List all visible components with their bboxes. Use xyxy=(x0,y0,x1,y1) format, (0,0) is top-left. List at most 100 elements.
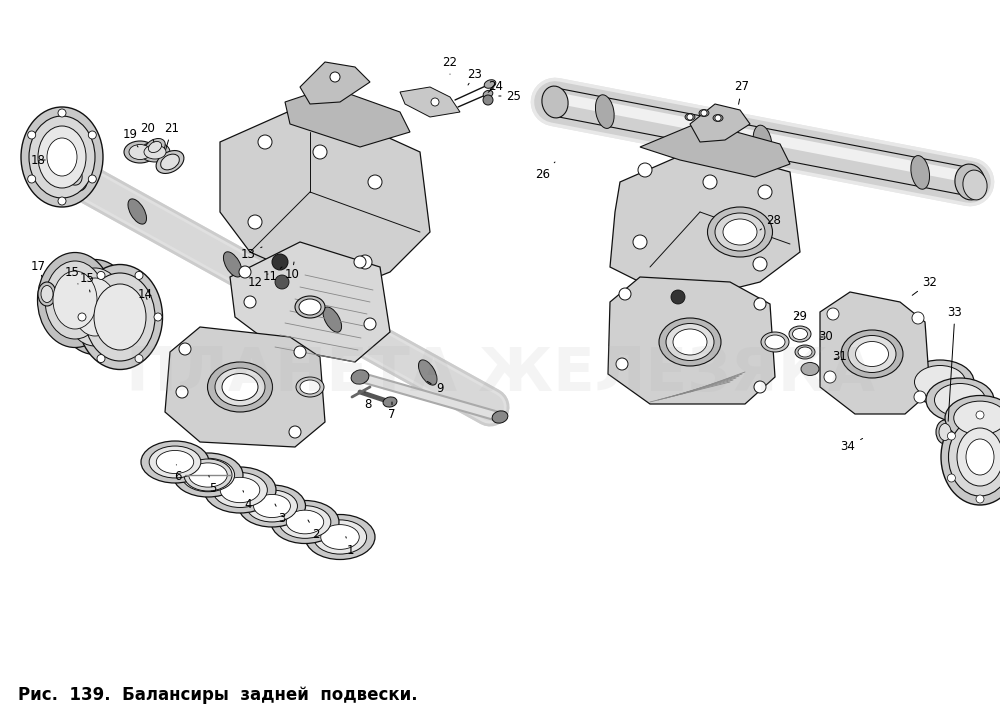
Circle shape xyxy=(671,290,685,304)
Ellipse shape xyxy=(161,154,179,170)
Circle shape xyxy=(687,114,693,120)
Ellipse shape xyxy=(321,525,359,549)
Ellipse shape xyxy=(795,345,815,359)
Polygon shape xyxy=(820,292,930,414)
Text: 6: 6 xyxy=(174,465,182,484)
Ellipse shape xyxy=(85,273,155,361)
Circle shape xyxy=(135,355,143,362)
Polygon shape xyxy=(640,122,790,177)
Ellipse shape xyxy=(295,296,325,318)
Ellipse shape xyxy=(966,439,994,475)
Text: 15: 15 xyxy=(65,266,79,284)
Circle shape xyxy=(275,275,289,289)
Ellipse shape xyxy=(58,259,132,355)
Ellipse shape xyxy=(173,453,243,497)
Text: 25: 25 xyxy=(499,90,521,103)
Circle shape xyxy=(715,115,721,121)
Polygon shape xyxy=(690,104,750,142)
Text: 17: 17 xyxy=(30,259,46,277)
Ellipse shape xyxy=(223,252,242,277)
Text: 8: 8 xyxy=(364,392,372,411)
Ellipse shape xyxy=(699,110,709,116)
Ellipse shape xyxy=(21,107,103,207)
Polygon shape xyxy=(608,277,775,404)
Ellipse shape xyxy=(715,213,765,251)
Ellipse shape xyxy=(492,411,508,423)
Circle shape xyxy=(28,175,36,183)
Polygon shape xyxy=(300,62,370,104)
Text: 4: 4 xyxy=(243,491,252,510)
Ellipse shape xyxy=(189,463,227,487)
Circle shape xyxy=(754,381,766,393)
Ellipse shape xyxy=(848,336,896,373)
Text: 28: 28 xyxy=(760,214,781,230)
Circle shape xyxy=(97,271,105,279)
Circle shape xyxy=(947,474,955,482)
Text: 24: 24 xyxy=(488,79,504,92)
Circle shape xyxy=(616,358,628,370)
Circle shape xyxy=(703,175,717,189)
Ellipse shape xyxy=(94,284,146,350)
Circle shape xyxy=(947,432,955,440)
Circle shape xyxy=(633,235,647,249)
Ellipse shape xyxy=(239,485,306,527)
Ellipse shape xyxy=(753,125,772,159)
Circle shape xyxy=(88,175,96,183)
Circle shape xyxy=(272,254,288,270)
Ellipse shape xyxy=(213,472,267,508)
Circle shape xyxy=(78,313,86,321)
Circle shape xyxy=(258,135,272,149)
Ellipse shape xyxy=(906,360,974,404)
Ellipse shape xyxy=(41,285,53,303)
Ellipse shape xyxy=(145,139,165,155)
Circle shape xyxy=(294,346,306,358)
Circle shape xyxy=(354,256,366,268)
Ellipse shape xyxy=(220,477,260,503)
Text: 21: 21 xyxy=(164,121,180,149)
Circle shape xyxy=(289,426,301,438)
Ellipse shape xyxy=(286,510,324,534)
Ellipse shape xyxy=(215,368,265,406)
Ellipse shape xyxy=(247,490,297,522)
Ellipse shape xyxy=(313,520,367,554)
Ellipse shape xyxy=(323,307,342,332)
Circle shape xyxy=(58,197,66,205)
Ellipse shape xyxy=(484,79,496,88)
Ellipse shape xyxy=(47,138,77,176)
Polygon shape xyxy=(400,87,460,117)
Text: 31: 31 xyxy=(833,350,847,363)
Ellipse shape xyxy=(140,142,170,162)
Ellipse shape xyxy=(305,515,375,560)
Ellipse shape xyxy=(708,207,772,257)
Text: 20: 20 xyxy=(141,121,155,142)
Circle shape xyxy=(701,110,707,116)
Text: 33: 33 xyxy=(948,305,962,421)
Ellipse shape xyxy=(296,377,324,397)
Ellipse shape xyxy=(144,145,166,159)
Circle shape xyxy=(483,95,493,105)
Circle shape xyxy=(368,175,382,189)
Ellipse shape xyxy=(934,383,986,417)
Text: 32: 32 xyxy=(912,276,937,295)
Text: 7: 7 xyxy=(388,402,396,420)
Circle shape xyxy=(28,131,36,139)
Ellipse shape xyxy=(792,329,808,339)
Ellipse shape xyxy=(666,323,714,360)
Ellipse shape xyxy=(279,505,331,539)
Text: 26: 26 xyxy=(536,162,555,180)
Circle shape xyxy=(431,98,439,106)
Text: ПЛАНЕТА ЖЕЛЕЗЯКА: ПЛАНЕТА ЖЕЛЕЗЯКА xyxy=(126,344,874,404)
Ellipse shape xyxy=(351,370,369,384)
Ellipse shape xyxy=(38,126,86,188)
Circle shape xyxy=(313,145,327,159)
Ellipse shape xyxy=(128,199,147,224)
Ellipse shape xyxy=(141,441,209,483)
Ellipse shape xyxy=(761,332,789,352)
Ellipse shape xyxy=(939,424,951,440)
Circle shape xyxy=(135,271,143,279)
Ellipse shape xyxy=(53,271,97,329)
Circle shape xyxy=(827,308,839,320)
Text: 15: 15 xyxy=(80,271,94,292)
Ellipse shape xyxy=(963,170,987,200)
Ellipse shape xyxy=(149,446,201,478)
